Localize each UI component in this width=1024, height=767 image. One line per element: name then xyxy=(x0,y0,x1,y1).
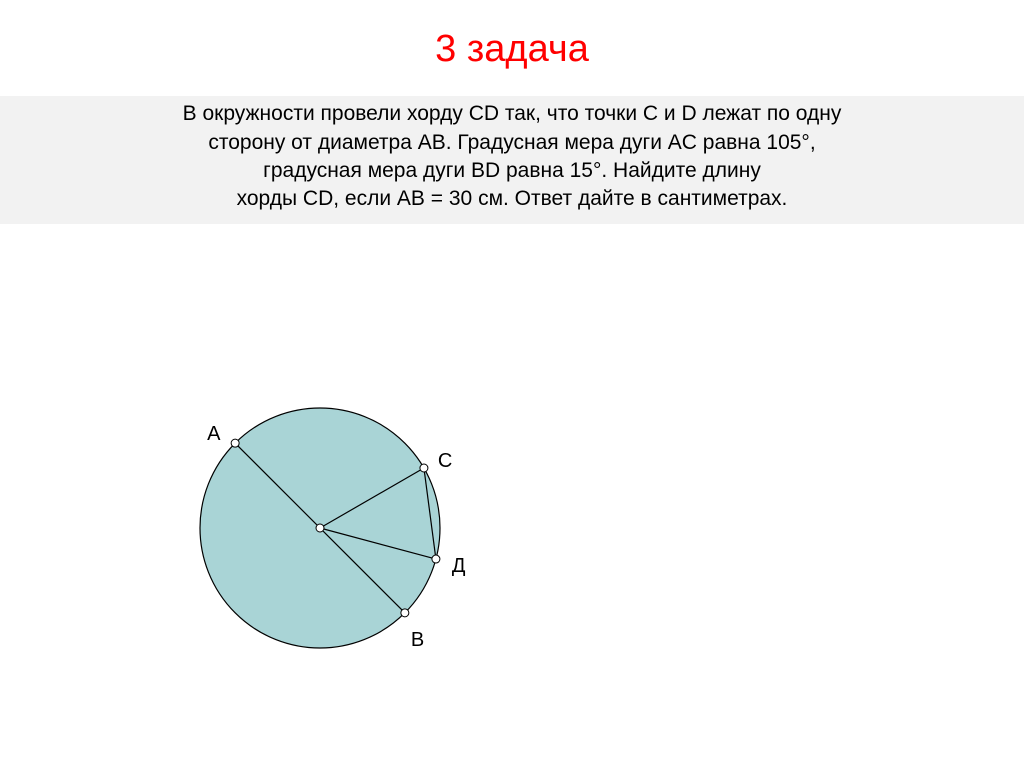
problem-line-3: градусная мера дуги BD равна 15°. Найдит… xyxy=(30,157,994,185)
point-label-C: С xyxy=(438,450,452,473)
diagram-svg xyxy=(170,368,490,708)
geometry-diagram: А С Д В xyxy=(170,368,490,708)
problem-line-4: хорды CD, если AB = 30 см. Ответ дайте в… xyxy=(30,185,994,213)
problem-line-2: сторону от диаметра AB. Градусная мера д… xyxy=(30,129,994,157)
point-label-B: В xyxy=(411,629,424,652)
page-root: 3 задача В окружности провели хорду CD т… xyxy=(0,28,1024,767)
problem-statement: В окружности провели хорду CD так, что т… xyxy=(0,96,1024,223)
problem-title: 3 задача xyxy=(0,28,1024,71)
point-label-D: Д xyxy=(452,555,466,578)
problem-line-1: В окружности провели хорду CD так, что т… xyxy=(30,100,994,128)
point-label-A: А xyxy=(207,423,220,446)
